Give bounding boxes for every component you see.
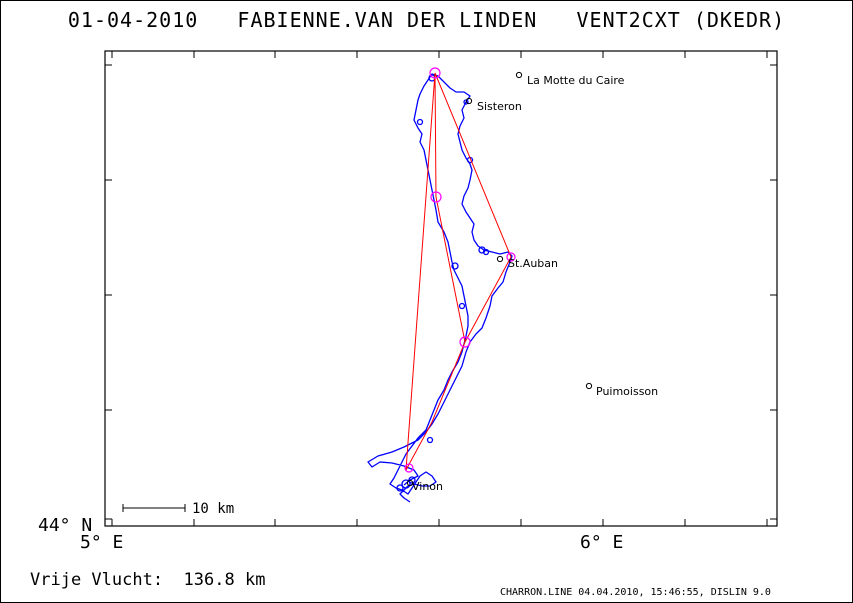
- town-label-puimoisson: Puimoisson: [596, 385, 658, 398]
- town-marker-la-motte: [515, 71, 523, 79]
- town-label-vinon: Vinon: [412, 480, 443, 493]
- flight-date: 01-04-2010: [67, 8, 199, 32]
- thermal-circles: [396, 74, 490, 492]
- lat-axis-label: 44° N: [38, 515, 93, 536]
- town-marker-vinon: [406, 479, 414, 487]
- footer-info: CHARRON.LINE 04.04.2010, 15:46:55, DISLI…: [500, 587, 771, 598]
- town-marker-sisteron: [465, 97, 473, 105]
- turnpoint-2: [430, 191, 442, 203]
- town-label-sisteron: Sisteron: [477, 100, 522, 113]
- pilot-name: FABIENNE.VAN DER LINDEN: [237, 8, 538, 32]
- turnpoint-markers: [404, 67, 516, 473]
- lon-axis-label-6e: 6° E: [580, 532, 624, 553]
- town-marker-puimoisson: [585, 382, 593, 390]
- distance-value: 136.8 km: [183, 570, 266, 590]
- flight-track: [367, 73, 513, 503]
- town-label-st-auban: St.Auban: [508, 257, 558, 270]
- scale-bar: [122, 504, 186, 512]
- town-markers: [406, 71, 593, 487]
- scale-bar-label: 10 km: [192, 501, 234, 517]
- lon-axis-label-5e: 5° E: [80, 532, 124, 553]
- distance-label: Vrije Vlucht:: [30, 570, 164, 590]
- turnpoint-4: [459, 336, 471, 348]
- axis-ticks: [105, 51, 777, 526]
- town-label-la-motte: La Motte du Caire: [527, 74, 625, 87]
- flight-header: 01-04-2010 FABIENNE.VAN DER LINDEN VENT2…: [0, 8, 853, 32]
- glider-name: VENT2CXT (DKEDR): [576, 8, 786, 32]
- map-border: [104, 50, 778, 527]
- turnpoint-5: [404, 463, 414, 473]
- distance-readout: Vrije Vlucht: 136.8 km: [30, 570, 265, 590]
- turnpoint-1: [429, 67, 441, 79]
- task-route: [405, 72, 512, 471]
- town-marker-st-auban: [496, 255, 504, 263]
- turnpoint-3: [506, 252, 516, 262]
